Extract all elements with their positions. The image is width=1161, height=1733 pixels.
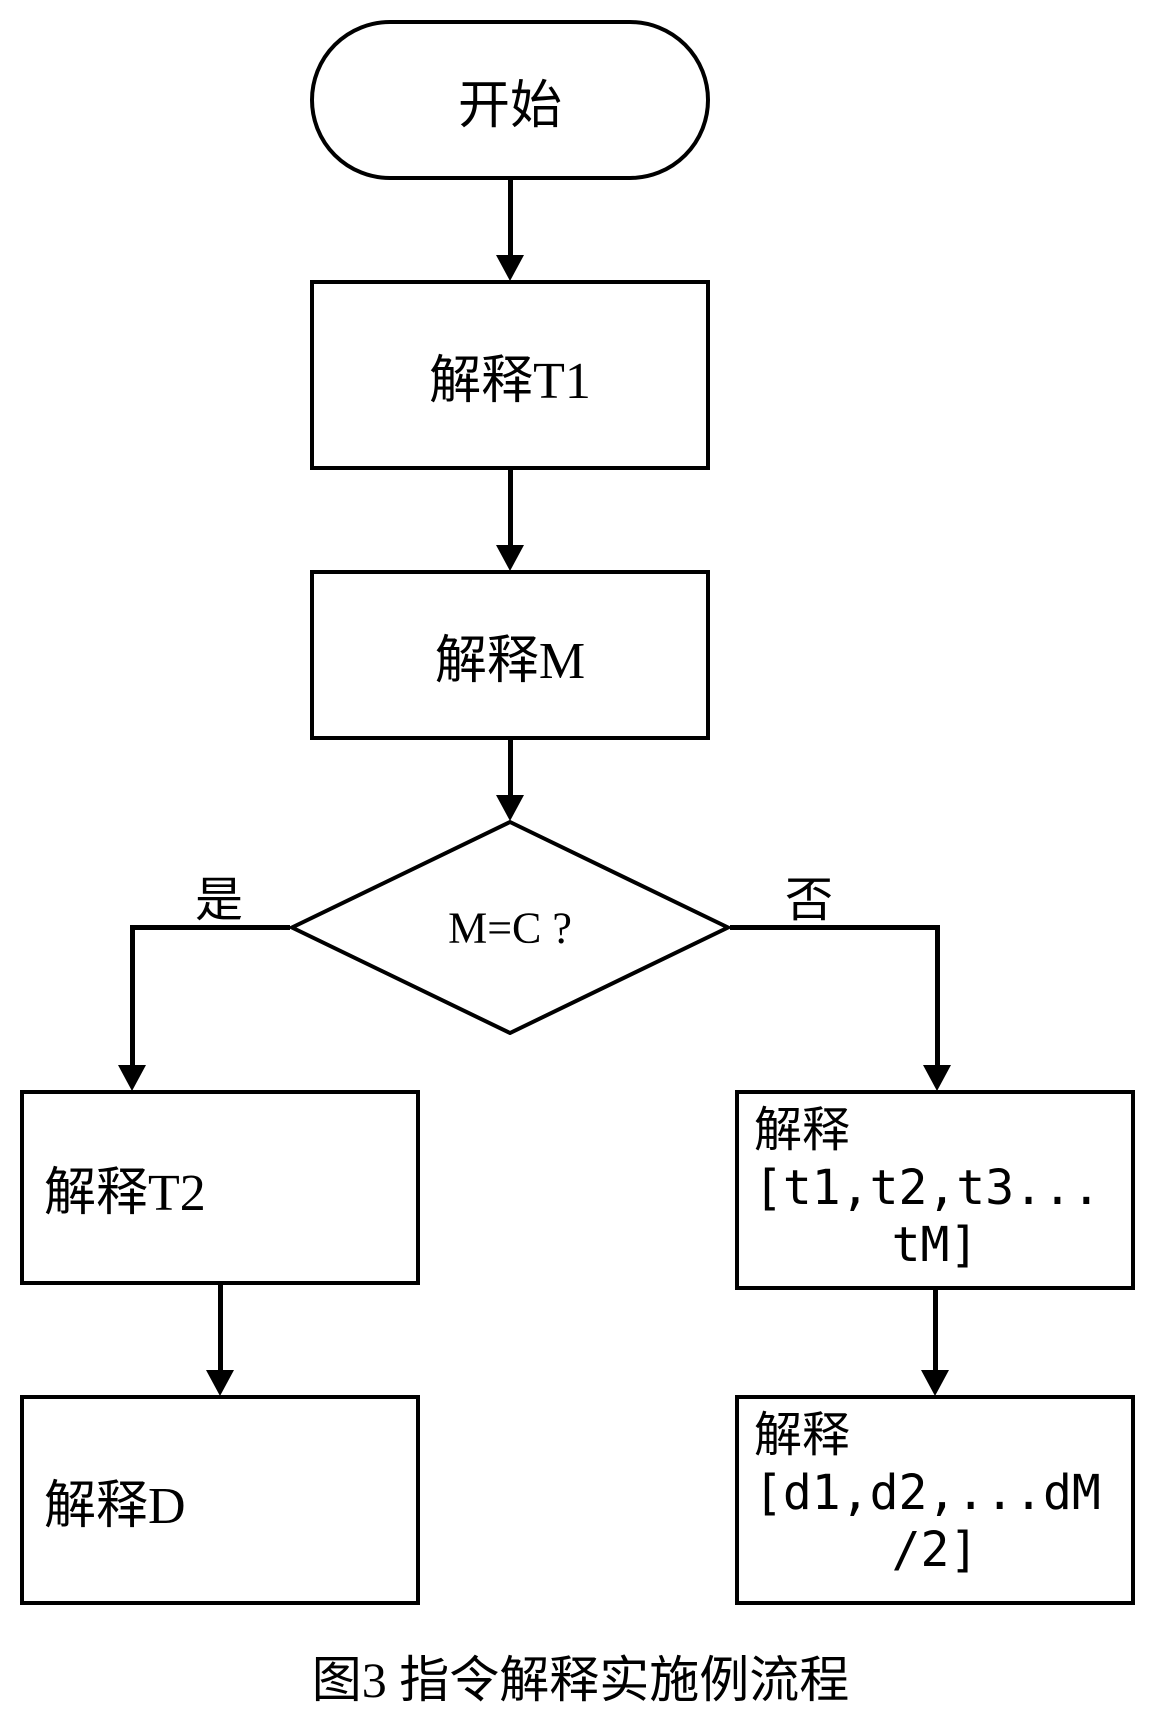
flowchart-container: 开始 解释T1 解释M M=C ? 是 否 解释T2 解释 bbox=[0, 0, 1161, 1733]
arrow-l12 bbox=[218, 1285, 223, 1370]
arrowhead-3 bbox=[496, 795, 524, 821]
start-label: 开始 bbox=[458, 63, 562, 138]
right1-line3: tM] bbox=[892, 1217, 979, 1275]
yes-label: 是 bbox=[195, 860, 243, 930]
left2-node: 解释D bbox=[20, 1395, 420, 1605]
step1-label: 解释T1 bbox=[429, 338, 591, 413]
arrow-1 bbox=[508, 180, 513, 255]
step1-node: 解释T1 bbox=[310, 280, 710, 470]
left1-node: 解释T2 bbox=[20, 1090, 420, 1285]
right-v-line bbox=[935, 925, 940, 1065]
right2-line2: [d1,d2,...dM bbox=[739, 1465, 1101, 1523]
figure-caption: 图3 指令解释实施例流程 bbox=[0, 1640, 1161, 1712]
arrowhead-1 bbox=[496, 255, 524, 281]
left1-label: 解释T2 bbox=[44, 1150, 206, 1225]
right1-line2: [t1,t2,t3... bbox=[739, 1160, 1101, 1218]
step2-label: 解释M bbox=[435, 618, 585, 693]
left2-label: 解释D bbox=[44, 1463, 186, 1538]
left-v-line bbox=[130, 925, 135, 1065]
right1-line1: 解释 bbox=[739, 1102, 850, 1160]
arrowhead-right1 bbox=[923, 1065, 951, 1091]
arrowhead-2 bbox=[496, 545, 524, 571]
right2-line1: 解释 bbox=[739, 1407, 850, 1465]
step2-node: 解释M bbox=[310, 570, 710, 740]
right1-node: 解释 [t1,t2,t3... tM] bbox=[735, 1090, 1135, 1290]
start-node: 开始 bbox=[310, 20, 710, 180]
no-label: 否 bbox=[785, 860, 833, 930]
arrow-3 bbox=[508, 740, 513, 795]
arrow-2 bbox=[508, 470, 513, 545]
decision-label: M=C ? bbox=[448, 902, 572, 953]
left-h-line bbox=[130, 925, 290, 930]
arrowhead-r12 bbox=[921, 1370, 949, 1396]
right2-node: 解释 [d1,d2,...dM /2] bbox=[735, 1395, 1135, 1605]
right-h-line bbox=[730, 925, 940, 930]
decision-node: M=C ? bbox=[290, 820, 730, 1035]
right2-line3: /2] bbox=[892, 1522, 979, 1580]
arrow-r12 bbox=[933, 1290, 938, 1370]
arrowhead-l12 bbox=[206, 1370, 234, 1396]
arrowhead-left1 bbox=[118, 1065, 146, 1091]
